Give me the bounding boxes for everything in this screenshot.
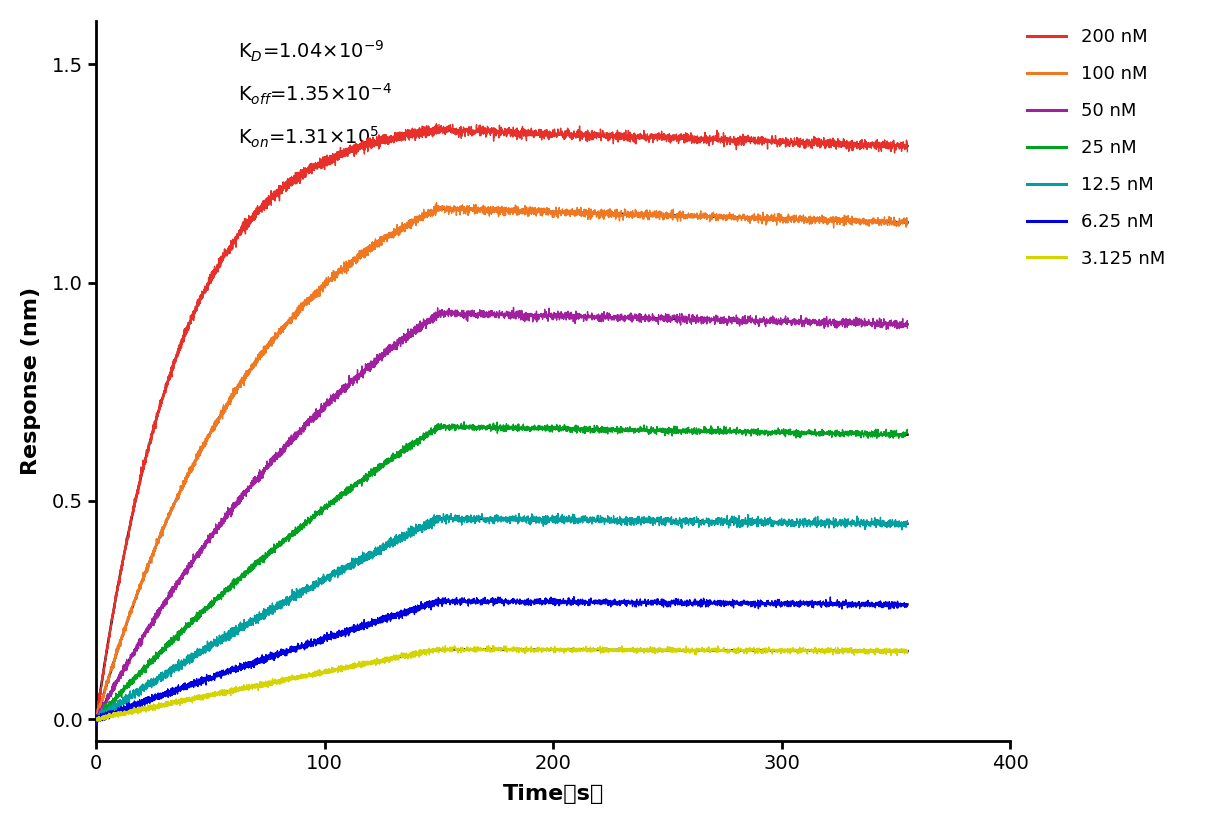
Text: K$_D$=1.04×10$^{-9}$
K$_{off}$=1.35×10$^{-4}$
K$_{on}$=1.31×10$^{5}$: K$_D$=1.04×10$^{-9}$ K$_{off}$=1.35×10$^… bbox=[238, 39, 392, 150]
Y-axis label: Response (nm): Response (nm) bbox=[21, 287, 41, 475]
Legend: 200 nM, 100 nM, 50 nM, 25 nM, 12.5 nM, 6.25 nM, 3.125 nM: 200 nM, 100 nM, 50 nM, 25 nM, 12.5 nM, 6… bbox=[1019, 21, 1172, 275]
X-axis label: Time（s）: Time（s） bbox=[503, 785, 604, 804]
